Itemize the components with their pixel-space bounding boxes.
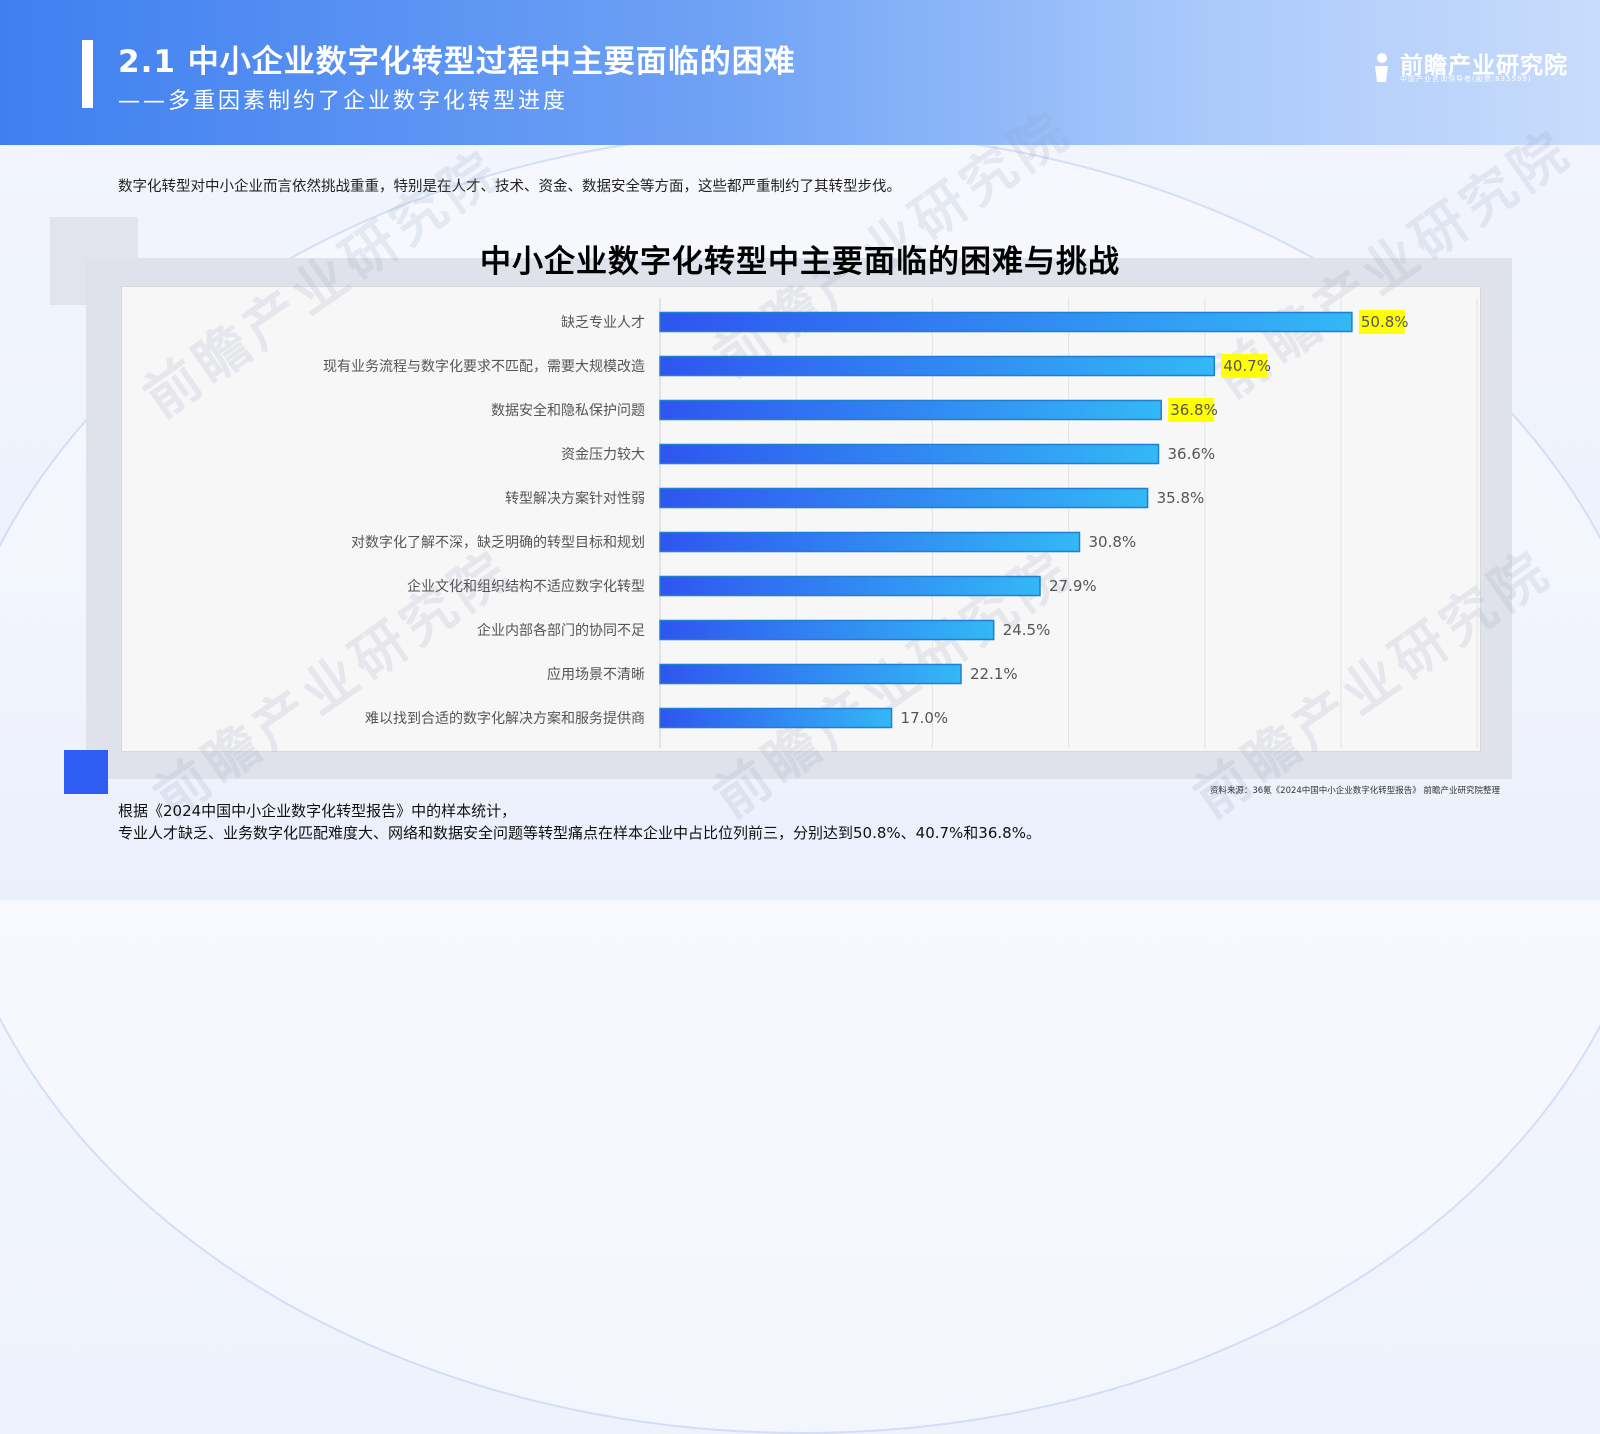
footnote-line-2: 专业人才缺乏、业务数字化匹配难度大、网络和数据安全问题等转型痛点在样本企业中占比… [118,824,1041,842]
logo-tagline: 中国产业咨询领导者(股票:835599) [1400,75,1532,83]
title-accent-bar [82,40,93,108]
category-label: 数据安全和隐私保护问题 [491,402,645,419]
value-highlight [1168,398,1215,422]
intro-text: 数字化转型对中小企业而言依然挑战重重，特别是在人才、技术、资金、数据安全等方面，… [118,179,901,195]
page-title: 2.1 中小企业数字化转型过程中主要面临的困难 [118,44,796,80]
value-highlight [1358,310,1405,334]
bar-chart: 缺乏专业人才 50.8% 现有业务流程与数字化要求不匹配，需要大规模改造 40.7% 数… [323,298,1478,748]
bar [659,619,995,641]
category-label: 资金压力较大 [561,447,645,463]
category-label: 企业文化和组织结构不适应数字化转型 [407,578,645,595]
logo: 前瞻产业研究院 中国产业咨询领导者(股票:835599) [1360,46,1568,86]
bar [659,487,1149,509]
category-label: 对数字化了解不深，缺乏明确的转型目标和规划 [351,535,645,551]
bar [659,311,1353,333]
value-label: 17.0% [901,709,949,727]
category-label: 缺乏专业人才 [561,315,645,331]
source-note: 资料来源：36氪《2024中国中小企业数字化转型报告》 前瞻产业研究院整理 [1209,786,1500,796]
value-label: 50.8% [1361,313,1409,331]
bar [659,443,1160,465]
value-label: 30.8% [1088,533,1136,551]
bar [659,575,1041,597]
value-label: 22.1% [970,665,1018,683]
category-label: 难以找到合适的数字化解决方案和服务提供商 [365,710,645,727]
footnote-line-1: 根据《2024中国中小企业数字化转型报告》中的样本统计， [118,802,517,820]
category-label: 企业内部各部门的协同不足 [477,622,645,639]
bar [659,399,1162,421]
bar [659,355,1216,377]
logo-mark-icon [1362,50,1388,82]
value-highlight [1221,354,1268,378]
value-label: 36.6% [1167,445,1215,463]
category-label: 应用场景不清晰 [547,666,645,683]
value-label: 27.9% [1049,577,1097,595]
logo-name: 前瞻产业研究院 [1400,53,1568,79]
value-label: 35.8% [1157,489,1205,507]
bar [659,707,893,729]
value-label: 24.5% [1003,621,1051,639]
page-subtitle: ——多重因素制约了企业数字化转型进度 [118,89,569,114]
value-label: 40.7% [1223,357,1271,375]
value-label: 36.8% [1170,401,1218,419]
category-label: 转型解决方案针对性弱 [505,490,645,507]
chart-title: 中小企业数字化转型中主要面临的困难与挑战 [480,244,1120,280]
bar [659,531,1081,553]
decor-square-blue [64,750,108,794]
bar [659,663,962,685]
category-label: 现有业务流程与数字化要求不匹配，需要大规模改造 [323,359,645,375]
footnote: 根据《2024中国中小企业数字化转型报告》中的样本统计， 专业人才缺乏、业务数字… [118,800,1041,844]
page-header: 2.1 中小企业数字化转型过程中主要面临的困难 ——多重因素制约了企业数字化转型… [0,0,1600,145]
